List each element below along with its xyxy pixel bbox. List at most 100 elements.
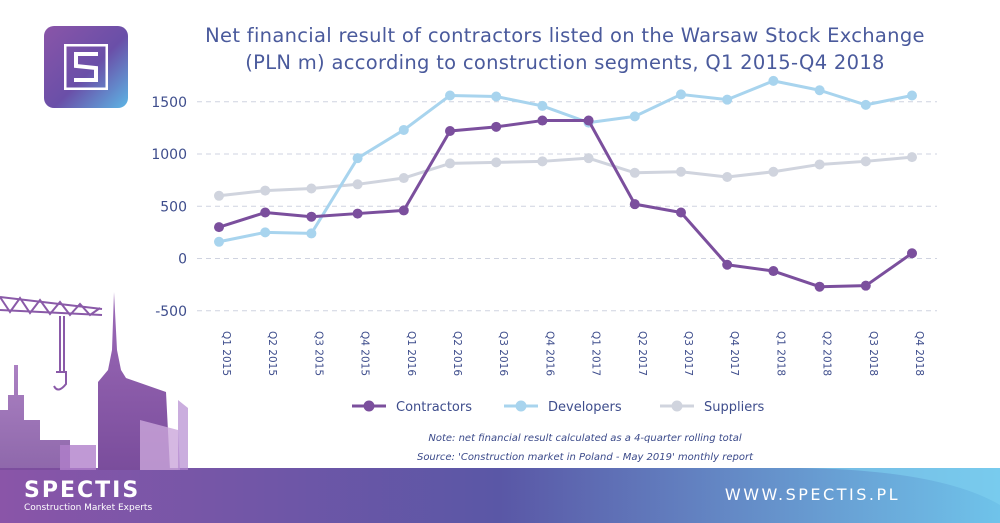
legend-label: Suppliers	[704, 400, 765, 415]
data-point	[260, 185, 271, 196]
data-point	[537, 156, 548, 167]
x-tick-label: Q2 2017	[636, 331, 648, 376]
data-point	[352, 179, 363, 190]
data-point	[306, 228, 317, 239]
x-tick-label: Q1 2016	[405, 331, 417, 376]
data-point	[306, 211, 317, 222]
legend: Contractors Developers Suppliers	[352, 400, 765, 415]
y-tick-label: -500	[155, 304, 187, 320]
chart-title: Net financial result of contractors list…	[150, 22, 980, 76]
data-point	[722, 171, 733, 182]
website-link[interactable]: WWW.SPECTIS.PL	[724, 485, 900, 504]
data-point	[907, 90, 917, 101]
data-point	[722, 259, 733, 270]
x-tick-label: Q3 2017	[682, 331, 694, 376]
source-text: Source: 'Construction market in Poland -…	[416, 452, 754, 463]
data-point	[445, 90, 455, 101]
data-point	[445, 158, 455, 169]
legend-swatch-dot	[671, 400, 683, 412]
data-point	[768, 266, 779, 277]
x-tick-label: Q2 2018	[821, 331, 833, 376]
data-point	[537, 115, 548, 126]
logo-s-glyph-icon	[64, 44, 108, 90]
data-point	[768, 75, 779, 86]
x-tick-label: Q2 2016	[451, 331, 463, 376]
legend-item-contractors: Contractors	[352, 400, 472, 415]
data-point	[860, 99, 871, 110]
data-point	[629, 199, 640, 210]
y-tick-label: 1000	[151, 147, 187, 163]
chart-notes: Note: net financial result calculated as…	[220, 429, 950, 467]
data-point	[583, 153, 594, 164]
series-contractors	[214, 115, 917, 292]
legend-swatch-dot	[363, 400, 375, 412]
legend-swatch-dot	[515, 400, 527, 412]
x-tick-label: Q4 2015	[359, 331, 371, 376]
data-point	[352, 153, 363, 164]
brand-tagline: Construction Market Experts	[24, 503, 153, 513]
data-point	[814, 85, 825, 96]
data-point	[860, 280, 871, 291]
chart-title-line-1: Net financial result of contractors list…	[205, 24, 925, 47]
series-suppliers	[214, 152, 917, 201]
x-tick-label: Q3 2016	[497, 331, 509, 376]
data-point	[214, 236, 224, 247]
x-tick-label: Q3 2018	[867, 331, 879, 376]
data-point	[491, 157, 502, 168]
series-line	[218, 119, 913, 289]
grid-lines	[197, 101, 937, 312]
data-point	[676, 89, 686, 100]
y-axis-ticks: -500 0 500 1000 1500	[151, 95, 187, 320]
data-point	[814, 159, 825, 170]
note-text: Note: net financial result calculated as…	[428, 433, 742, 444]
x-tick-label: Q4 2017	[728, 331, 740, 376]
data-point	[352, 208, 363, 219]
brand-name: SPECTIS	[24, 478, 141, 503]
data-point	[398, 173, 409, 184]
x-tick-label: Q1 2018	[774, 331, 786, 376]
x-tick-label: Q4 2016	[543, 331, 555, 376]
legend-label: Contractors	[396, 400, 472, 415]
x-tick-label: Q4 2018	[913, 331, 925, 376]
data-point	[583, 115, 594, 126]
data-point	[676, 207, 686, 218]
series-layer	[214, 75, 917, 292]
data-point	[214, 222, 224, 233]
data-point	[491, 121, 502, 132]
series-line	[218, 155, 913, 198]
data-point	[491, 91, 502, 102]
x-tick-label: Q2 2015	[266, 331, 278, 376]
legend-label: Developers	[548, 400, 622, 415]
legend-item-developers: Developers	[504, 400, 622, 415]
data-point	[629, 111, 640, 122]
crane-icon	[0, 296, 103, 391]
data-point	[260, 207, 271, 218]
x-axis-ticks: Q1 2015 Q2 2015 Q3 2015 Q4 2015 Q1 2016 Q2 20…	[220, 331, 925, 376]
data-point	[398, 124, 409, 135]
y-tick-label: 500	[160, 199, 187, 215]
data-point	[214, 190, 224, 201]
x-tick-label: Q1 2015	[220, 331, 232, 376]
footer-band-light	[800, 468, 1000, 505]
data-point	[907, 248, 917, 259]
data-point	[260, 227, 271, 238]
city-skyline-icon	[0, 292, 188, 470]
x-tick-label: Q3 2015	[312, 331, 324, 376]
data-point	[768, 166, 779, 177]
y-tick-label: 0	[178, 252, 187, 268]
x-tick-label: Q1 2017	[590, 331, 602, 376]
y-tick-label: 1500	[151, 95, 187, 111]
footer-band	[0, 468, 1000, 523]
chart-title-line-2: (PLN m) according to construction segmen…	[245, 51, 885, 74]
data-point	[676, 166, 686, 177]
legend-item-suppliers: Suppliers	[660, 400, 765, 415]
data-point	[860, 156, 871, 167]
data-point	[907, 152, 917, 163]
data-point	[814, 281, 825, 292]
data-point	[722, 94, 733, 105]
data-point	[537, 100, 548, 111]
data-point	[398, 205, 409, 216]
data-point	[629, 167, 640, 178]
